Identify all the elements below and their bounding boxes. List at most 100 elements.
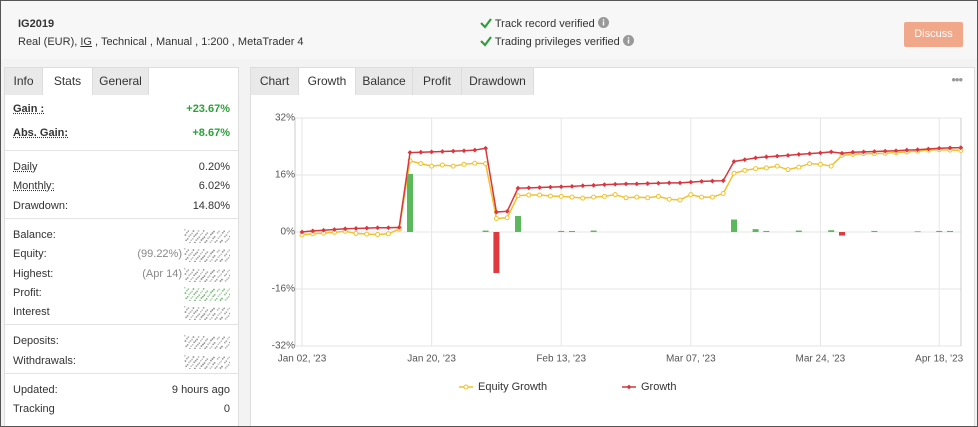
blur-dot: [208, 274, 211, 277]
blur-dot: [208, 293, 211, 296]
blur-dot: [217, 343, 219, 346]
blur-dot: [228, 336, 230, 339]
blur-dot: [216, 259, 218, 261]
blur-dot: [187, 336, 190, 339]
blur-dot: [195, 316, 198, 318]
blur-dot: [187, 268, 190, 271]
stat-value: +8.67%: [192, 127, 230, 139]
point: [688, 192, 694, 198]
point: [332, 227, 337, 232]
separator: [5, 150, 238, 151]
stat-row: Abs. Gain: +8.67%: [13, 124, 230, 143]
blur-dot: [191, 251, 193, 254]
tab[interactable]: Growth: [299, 68, 356, 95]
blur-dot: [196, 309, 198, 312]
point: [429, 163, 435, 169]
blur-dot: [209, 299, 211, 301]
blur-dot: [184, 272, 187, 275]
tab[interactable]: Stats: [43, 68, 93, 95]
point: [828, 149, 834, 155]
blur-dot: [186, 315, 189, 317]
blur-dot: [221, 346, 223, 348]
tab[interactable]: Info: [5, 68, 43, 95]
blur-dot: [186, 231, 188, 234]
blur-dot: [206, 338, 209, 341]
menu-dots[interactable]: •••: [951, 72, 963, 87]
blur-dot: [208, 255, 211, 257]
x-tick-label: Jan 20, '23: [407, 354, 456, 365]
point: [386, 225, 391, 231]
blur-dot: [194, 241, 196, 243]
blur-dot: [186, 276, 189, 279]
blur-dot: [192, 276, 194, 278]
blur-dot: [193, 312, 195, 315]
blur-dot: [210, 272, 212, 274]
point: [537, 185, 542, 190]
point: [828, 163, 834, 169]
blur-dot: [190, 239, 192, 241]
blur-dot: [206, 309, 209, 311]
tab[interactable]: Balance: [356, 68, 413, 95]
blur-dot: [228, 230, 230, 232]
point: [526, 192, 532, 198]
blur-dot: [227, 231, 229, 234]
blur-dot: [202, 237, 204, 240]
blur-dot: [211, 365, 213, 368]
tab[interactable]: General: [93, 68, 149, 95]
point: [839, 150, 845, 156]
tab[interactable]: Drawdown: [462, 68, 534, 95]
blur-dot: [211, 259, 213, 261]
point: [461, 161, 467, 167]
blur-dot: [196, 358, 198, 360]
blur-dot: [199, 348, 201, 350]
blur-dot: [219, 274, 221, 276]
blur-dot: [219, 241, 222, 243]
blur-dot: [200, 272, 202, 274]
blur-dot: [217, 276, 219, 278]
blur-dot: [214, 318, 217, 320]
blur-dot: [188, 342, 190, 344]
blur-dot: [205, 233, 207, 236]
point: [321, 227, 326, 233]
stat-row: Tracking 0: [13, 400, 230, 419]
blur-dot: [200, 345, 203, 348]
point: [591, 194, 597, 200]
blur-dot: [202, 287, 205, 290]
blur-dot: [197, 276, 199, 278]
blur-dot: [216, 316, 218, 319]
point: [504, 215, 510, 221]
info-icon[interactable]: [622, 35, 634, 46]
blur-dot: [214, 299, 217, 301]
blur-dot: [200, 297, 203, 299]
blur-dot: [227, 338, 229, 340]
blur-dot: [212, 237, 214, 239]
blur-dot: [219, 366, 222, 369]
info-icon[interactable]: [597, 17, 609, 28]
blur-dot: [211, 346, 213, 348]
discuss-button[interactable]: Discuss: [904, 22, 963, 47]
blur-dot: [227, 257, 230, 259]
blur-dot: [209, 260, 211, 263]
tab[interactable]: Chart: [251, 68, 299, 95]
tab[interactable]: Profit: [413, 68, 462, 95]
blur-dot: [197, 314, 199, 317]
broker-link[interactable]: IG: [80, 36, 92, 48]
blur-dot: [224, 235, 226, 238]
blur-dot: [224, 274, 226, 276]
blur-dot: [205, 297, 208, 300]
point: [548, 184, 553, 190]
stat-note: (99.22%): [137, 248, 182, 261]
blur-dot: [194, 318, 196, 321]
blur-dot: [208, 236, 211, 238]
blur-dot: [206, 358, 209, 360]
blur-dot: [221, 231, 224, 234]
blur-dot: [194, 272, 197, 275]
blur-dot: [194, 253, 197, 255]
point: [926, 146, 931, 152]
blur-dot: [218, 337, 220, 339]
blur-dot: [192, 237, 194, 240]
blur-dot: [198, 362, 201, 364]
stat-label: Deposits:: [13, 335, 59, 348]
blur-dot: [205, 291, 207, 294]
check-icon: [480, 36, 492, 47]
